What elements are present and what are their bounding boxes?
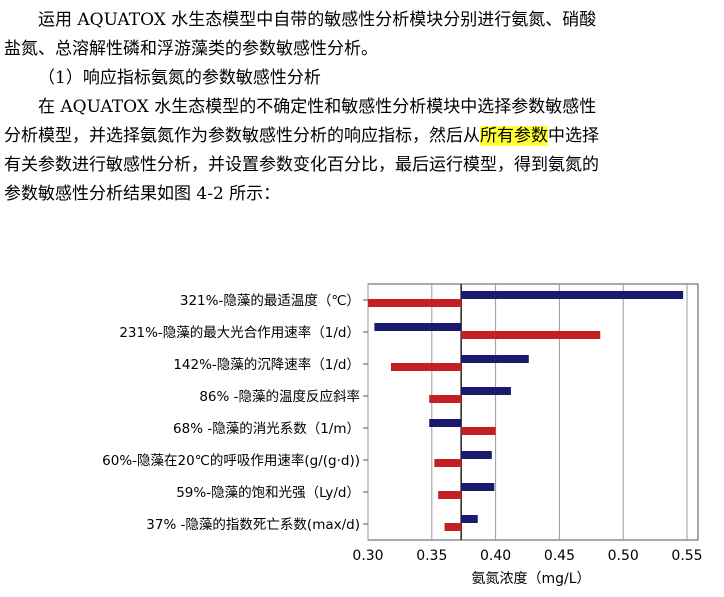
category-label: 59%-隐藻的饱和光强（Ly/d） bbox=[176, 485, 360, 501]
x-axis-label: 氨氮浓度（mg/L） bbox=[471, 571, 590, 587]
plot-frame bbox=[367, 283, 699, 541]
bar-high bbox=[461, 483, 495, 491]
category-label: 321%-隐藻的最适温度（℃） bbox=[180, 293, 360, 309]
x-tick-label: 0.55 bbox=[671, 548, 702, 564]
bar-high bbox=[374, 323, 462, 331]
bar-high bbox=[461, 291, 684, 299]
sensitivity-tornado-chart: 321%-隐藻的最适温度（℃） 231%-隐藻的最大光合作用速率（1/d） 142%… bbox=[102, 283, 703, 587]
paragraph-line: 有关参数进行敏感性分析，并设置参数变化百分比，最后运行模型，得到氨氮的 bbox=[4, 155, 599, 175]
text-span: 分析模型，并选择氨氮作为参数敏感性分析的响应指标，然后从 bbox=[4, 126, 480, 146]
bar-low bbox=[429, 395, 462, 403]
category-label: 142%-隐藻的沉降速率（1/d） bbox=[173, 356, 360, 373]
category-label: 60%-隐藻在20℃的呼吸作用速率(g/(g·d)) bbox=[102, 452, 360, 469]
x-tick-label: 0.45 bbox=[544, 548, 575, 564]
bar-low bbox=[390, 363, 462, 371]
document-body: 运用 AQUATOX 水生态模型中自带的敏感性分析模块分别进行氨氮、硝酸 盐氮、… bbox=[4, 6, 720, 209]
section-heading: （1）响应指标氨氮的参数敏感性分析 bbox=[38, 68, 321, 88]
category-label: 86% -隐藻的温度反应斜率 bbox=[199, 388, 360, 405]
bar-high bbox=[461, 387, 511, 395]
text-span: 中选择 bbox=[548, 126, 599, 146]
paragraph-line: 参数敏感性分析结果如图 4-2 所示： bbox=[4, 184, 281, 204]
bar-low bbox=[461, 331, 601, 339]
bar-high bbox=[429, 419, 462, 427]
chart-bars bbox=[368, 291, 684, 531]
bar-high bbox=[461, 355, 529, 363]
x-tick-label: 0.50 bbox=[608, 548, 639, 564]
highlighted-text: 所有参数 bbox=[480, 126, 548, 146]
paragraph-line: 分析模型，并选择氨氮作为参数敏感性分析的响应指标，然后从所有参数中选择 bbox=[4, 122, 720, 151]
bar-low bbox=[438, 491, 462, 499]
category-label: 231%-隐藻的最大光合作用速率（1/d） bbox=[119, 324, 360, 341]
category-label: 68% -隐藻的消光系数（1/m） bbox=[173, 421, 360, 437]
category-label: 37% -隐藻的指数死亡系数(max/d) bbox=[146, 517, 360, 533]
bar-low bbox=[434, 459, 462, 467]
bar-low bbox=[461, 427, 496, 435]
bar-high bbox=[461, 515, 478, 523]
paragraph-line: 盐氮、总溶解性磷和浮游藻类的参数敏感性分析。 bbox=[4, 39, 378, 59]
x-tick-label: 0.30 bbox=[352, 548, 383, 564]
x-tick-label: 0.35 bbox=[416, 548, 447, 564]
category-labels: 321%-隐藻的最适温度（℃） 231%-隐藻的最大光合作用速率（1/d） 142%… bbox=[102, 293, 360, 533]
paragraph-line: 在 AQUATOX 水生态模型的不确定性和敏感性分析模块中选择参数敏感性 bbox=[38, 97, 597, 117]
paragraph-line: 运用 AQUATOX 水生态模型中自带的敏感性分析模块分别进行氨氮、硝酸 bbox=[38, 10, 597, 30]
chart-grid bbox=[363, 283, 699, 541]
bar-low bbox=[368, 299, 462, 307]
x-tick-labels: 0.30 0.35 0.40 0.45 0.50 0.55 bbox=[352, 548, 702, 564]
bar-high bbox=[461, 451, 492, 459]
x-tick-label: 0.40 bbox=[480, 548, 511, 564]
bar-low bbox=[444, 523, 462, 531]
